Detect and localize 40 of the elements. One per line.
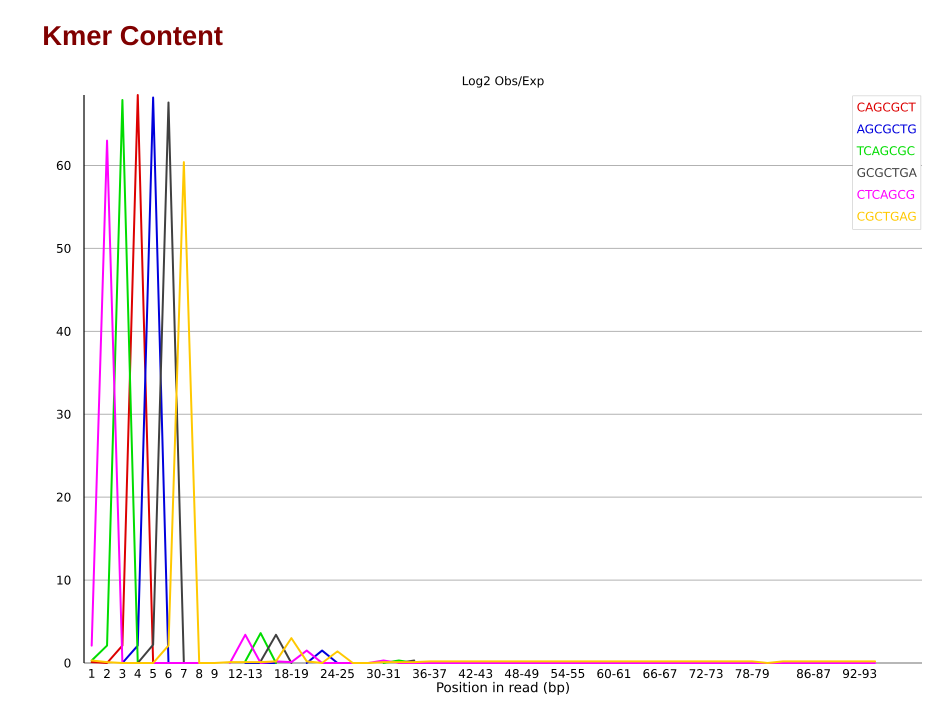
y-tick-label: 30 <box>56 410 70 419</box>
x-tick-label: 3 <box>120 669 126 678</box>
x-tick-label: 60-61 <box>597 669 630 678</box>
y-tick-label: 50 <box>56 244 70 253</box>
line-series <box>90 94 154 664</box>
x-tick-label: 5 <box>150 669 156 678</box>
x-tick-label: 30-31 <box>367 669 400 678</box>
text: AGCGCTG <box>856 124 916 134</box>
x-tick-label: 72-73 <box>690 669 723 678</box>
x-tick-label: 86-87 <box>796 669 830 678</box>
x-tick-label: 8 <box>196 669 202 678</box>
text: GCGCTGA <box>857 168 917 178</box>
y-tick-label: 10 <box>57 576 70 585</box>
x-tick-label: 2 <box>104 669 110 678</box>
text: CAGCGCT <box>857 102 916 112</box>
text: CTCAGCG <box>857 190 914 199</box>
text: TCAGCGC <box>856 146 914 156</box>
x-tick-label: 36-37 <box>413 669 446 678</box>
y-tick-label: 60 <box>56 160 70 170</box>
chart-title: Kmer Content <box>44 26 223 46</box>
x-tick-label: 78-79 <box>736 669 769 678</box>
y-tick-label: 0 <box>64 658 70 668</box>
x-tick-label: 9 <box>212 669 218 678</box>
x-tick-label: 48-49 <box>504 669 538 678</box>
x-tick-label: 24-25 <box>320 669 354 678</box>
x-tick-label: 6 <box>166 669 172 678</box>
x-tick-label: 42-43 <box>458 669 492 678</box>
x-tick-label: 12-13 <box>229 669 262 678</box>
x-axis-title: Position in read (bp) <box>437 682 569 695</box>
x-tick-label: 54-55 <box>551 669 584 678</box>
x-tick-label: 4 <box>134 669 141 678</box>
text: CGCTGAG <box>857 212 916 221</box>
y-tick-label: 40 <box>56 326 70 336</box>
x-tick-label: 92-93 <box>843 669 876 678</box>
x-tick-label: 7 <box>181 669 187 678</box>
x-tick-label: 1 <box>89 669 94 678</box>
y-tick-label: 20 <box>56 492 70 502</box>
x-tick-label: 18-19 <box>275 669 308 678</box>
x-tick-label: 66-67 <box>643 669 676 678</box>
chart-subtitle: Log2 Obs/Exp <box>462 76 544 88</box>
